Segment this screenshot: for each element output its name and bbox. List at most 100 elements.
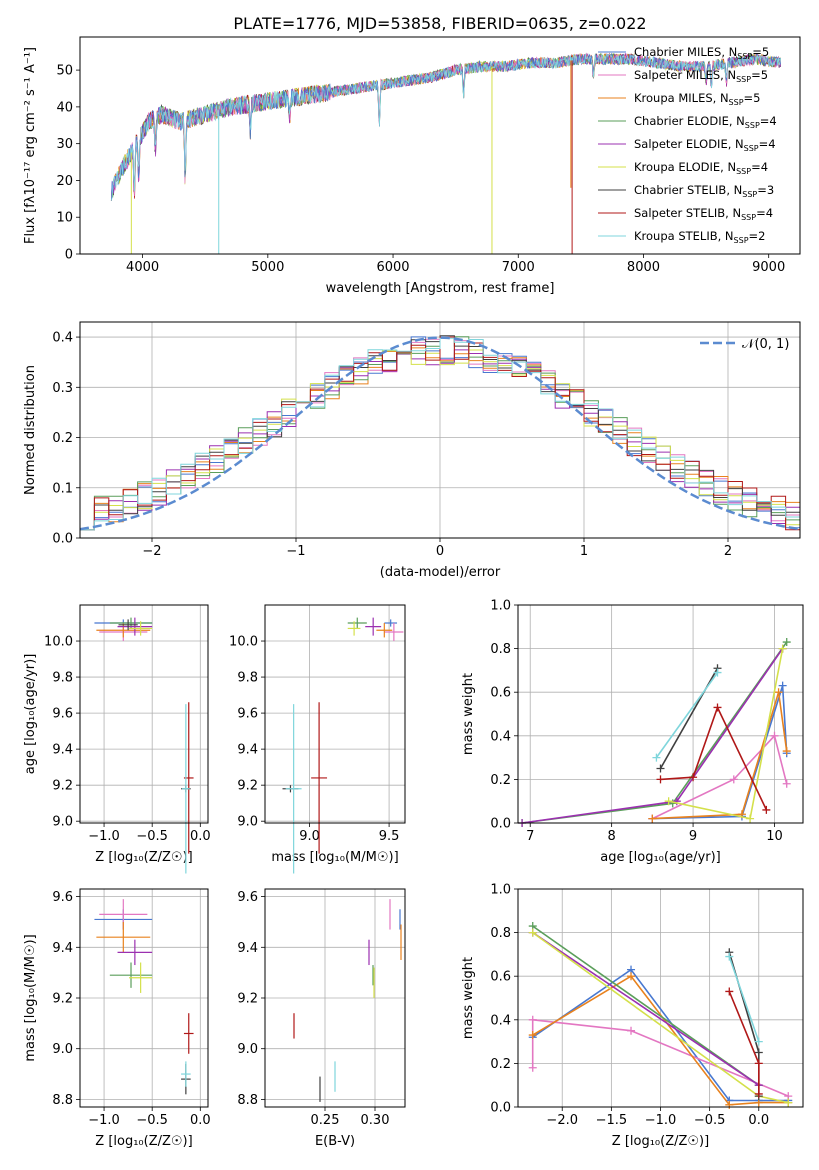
spectrum-line-kroupa-stelib xyxy=(110,53,782,201)
plus-marker xyxy=(627,1026,636,1035)
age_vs_Z-plot xyxy=(94,617,194,874)
y-tick-label: 9.2 xyxy=(52,779,73,794)
mass_vs_Z-ylabel: mass [log₁₀(M/M☉)] xyxy=(23,934,38,1061)
weight_vs_Z-plot xyxy=(528,922,793,1109)
legend-entry: Salpeter STELIB, NSSP=4 xyxy=(634,206,773,222)
y-tick-label: 9.0 xyxy=(52,815,73,830)
plus-marker xyxy=(754,1048,763,1057)
y-tick-label: 10 xyxy=(56,211,73,226)
weight-line-salpeter-stelib xyxy=(660,705,768,811)
y-tick-label: 0.6 xyxy=(490,686,511,701)
y-tick-label: 0.4 xyxy=(52,331,73,346)
errorbar-point xyxy=(183,1013,194,1054)
y-tick-label: 9.4 xyxy=(237,941,258,956)
plus-marker xyxy=(754,1059,763,1068)
x-tick-label: −2 xyxy=(142,544,161,559)
plus-marker xyxy=(528,928,537,937)
mass_vs_Z-xlabel: Z [log₁₀(Z/Z☉)] xyxy=(95,1134,192,1149)
y-tick-label: 0.0 xyxy=(490,817,511,832)
legend-entry: Kroupa STELIB, NSSP=2 xyxy=(634,229,765,245)
axes-frame xyxy=(517,604,804,824)
plus-marker xyxy=(762,805,771,814)
y-tick-label: 8.8 xyxy=(237,1093,258,1108)
errorbar-point xyxy=(109,962,153,988)
plus-marker xyxy=(784,1098,793,1107)
legend-entry: Salpeter ELODIE, NSSP=4 xyxy=(634,137,776,153)
axes-frame xyxy=(79,321,801,539)
x-tick-label: −1 xyxy=(286,544,305,559)
weight-line-kroupa-stelib xyxy=(728,956,760,1042)
y-tick-label: 0.1 xyxy=(52,481,73,496)
errorbar-point xyxy=(117,939,153,966)
errorbar-point xyxy=(129,962,153,993)
legend-entry: Kroupa ELODIE, NSSP=4 xyxy=(634,160,768,176)
x-tick-label: 9000 xyxy=(752,260,785,275)
x-tick-label: 9.0 xyxy=(299,829,320,844)
x-tick-label: −1.0 xyxy=(88,1113,120,1128)
mass_vs_ebv-axes: 0.25 0.30 8.8 9.0 9.2 9.4 9.6 E(B-V) xyxy=(237,889,405,1149)
spectrum-xlabel: wavelength [Angstrom, rest frame] xyxy=(326,281,555,296)
x-tick-label: 0.30 xyxy=(361,1113,390,1128)
y-tick-label: 10.0 xyxy=(229,635,258,650)
x-tick-label: 0 xyxy=(436,544,444,559)
weight-line-kroupa-miles xyxy=(652,691,788,820)
legend-entry: Kroupa MILES, NSSP=5 xyxy=(634,91,760,107)
axes-frame xyxy=(264,604,406,824)
errorbar-point xyxy=(376,623,393,638)
x-tick-label: 6000 xyxy=(376,260,409,275)
weight_vs_age-ylabel: mass weight xyxy=(461,673,476,755)
plus-marker xyxy=(782,638,791,647)
plus-marker xyxy=(713,668,722,677)
spectrum-axes: 4000 5000 6000 7000 8000 9000 0 10 20 30 40 50 wavel… xyxy=(23,47,785,296)
weight-line-salpeter-miles xyxy=(531,1018,789,1097)
x-tick-label: 2 xyxy=(724,544,732,559)
plus-marker xyxy=(746,814,755,823)
y-tick-label: 9.6 xyxy=(52,707,73,722)
errorbar-point xyxy=(384,619,398,627)
plus-marker xyxy=(664,797,673,806)
hist-kroupa-stelib xyxy=(80,337,800,531)
age_vs_Z-axes: −1.0 −0.5 0.0 9.0 9.2 9.4 9.6 9.8 10.0 Z [log₁₀(Z… xyxy=(23,605,211,865)
plus-marker xyxy=(528,1063,537,1072)
legend-entry: Salpeter MILES, NSSP=5 xyxy=(634,68,768,84)
y-tick-label: 0.2 xyxy=(52,431,73,446)
y-tick-label: 0.8 xyxy=(490,926,511,941)
y-tick-label: 20 xyxy=(56,174,73,189)
errorbar-point xyxy=(365,617,382,636)
x-tick-label: 5000 xyxy=(251,260,284,275)
y-tick-label: 9.2 xyxy=(237,779,258,794)
y-tick-label: 0.0 xyxy=(490,1101,511,1116)
mass_vs_Z-axes: −1.0 −0.5 0.0 8.8 9.0 9.2 9.4 9.6 Z [log₁₀(Z/Z☉)… xyxy=(23,889,211,1149)
y-tick-label: 0.4 xyxy=(490,729,511,744)
spectrum-ylabel: Flux [fλ10⁻¹⁷ erg cm⁻² s⁻¹ A⁻¹] xyxy=(23,47,38,244)
y-tick-label: 9.0 xyxy=(237,1042,258,1057)
y-tick-label: 0.8 xyxy=(490,642,511,657)
y-tick-label: 9.6 xyxy=(237,890,258,905)
plus-marker xyxy=(782,747,791,756)
age_vs_Z-ylabel: age [log₁₀(age/yr)] xyxy=(23,654,38,775)
y-tick-label: 1.0 xyxy=(490,599,511,614)
weight_vs_Z-ylabel: mass weight xyxy=(461,957,476,1039)
errorbar-point xyxy=(96,921,151,953)
x-tick-label: −1.5 xyxy=(596,1113,628,1128)
plus-marker xyxy=(778,644,787,653)
y-tick-label: 1.0 xyxy=(490,883,511,898)
errorbar-point xyxy=(129,621,153,636)
residuals-legend: 𝒩(0, 1) xyxy=(700,337,789,352)
axes-frame xyxy=(79,36,801,255)
errorbar-point xyxy=(118,619,138,631)
y-tick-label: 9.4 xyxy=(237,743,258,758)
age_vs_mass-xlabel: mass [log₁₀(M/M☉)] xyxy=(271,850,398,865)
legend-entry: Chabrier ELODIE, NSSP=4 xyxy=(634,114,777,130)
x-tick-label: 8000 xyxy=(627,260,660,275)
weight_vs_Z-xlabel: Z [log₁₀(Z/Z☉)] xyxy=(612,1134,709,1149)
weight_vs_age-axes: 7 8 9 10 0.0 0.2 0.4 0.6 0.8 1.0 age [log₁₀(age/yr… xyxy=(461,599,803,865)
plus-marker xyxy=(652,753,661,762)
y-tick-label: 0.3 xyxy=(52,381,73,396)
y-tick-label: 9.2 xyxy=(237,992,258,1007)
plus-marker xyxy=(648,814,657,823)
mass_vs_ebv-plot xyxy=(293,899,402,1102)
plus-marker xyxy=(656,764,665,773)
plus-marker xyxy=(656,775,665,784)
plus-marker xyxy=(713,703,722,712)
